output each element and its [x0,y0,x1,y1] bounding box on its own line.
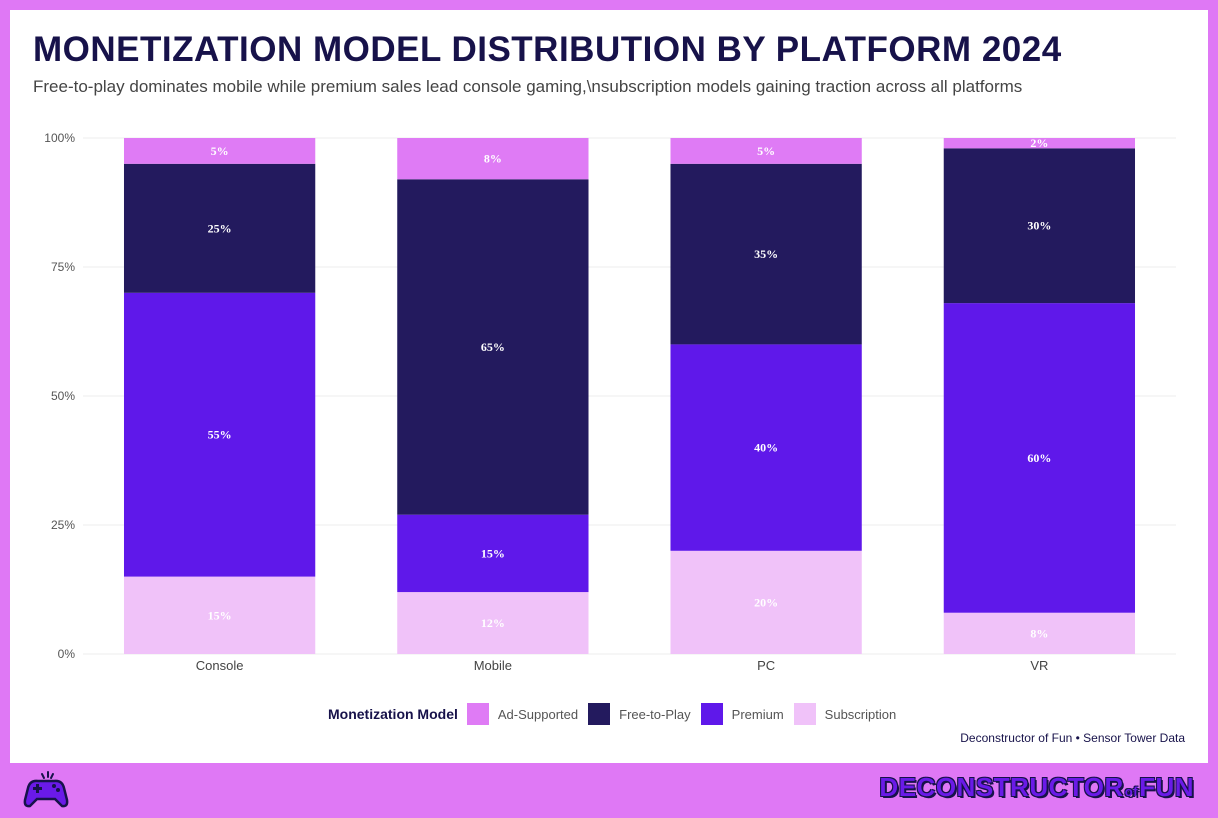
legend-item-premium: Premium [700,703,784,725]
chart-title: MONETIZATION MODEL DISTRIBUTION BY PLATF… [33,30,1062,69]
stacked-bar-chart: 0% 25% 50% 75% 100% 15% 55% 25% 5% Console 12% 15% 6… [44,131,1176,673]
data-label: 5% [211,144,229,158]
data-label: 60% [1027,451,1051,465]
data-label: 5% [757,144,775,158]
legend-label-subscription: Subscription [824,706,897,722]
legend-swatch-ad-supported [466,703,489,725]
data-label: 40% [754,441,778,455]
data-label: 12% [481,616,505,630]
legend-swatch-subscription [793,703,816,725]
legend: Monetization Model Ad-Supported Free-to-… [328,702,906,726]
bar-segment-premium [397,514,589,593]
data-label: 20% [754,595,778,609]
y-tick-label: 100% [44,131,75,145]
x-tick-label: PC [757,658,775,673]
y-tick-label: 75% [51,260,75,274]
x-tick-label: Mobile [474,658,512,673]
legend-item-free-to-play: Free-to-Play [588,703,691,725]
bar-segment-ad-supported [670,138,862,164]
bar-segment-free-to-play [670,163,862,345]
data-label: 30% [1027,219,1051,233]
bar-segment-free-to-play [397,179,589,515]
y-tick-label: 50% [51,389,75,403]
legend-item-subscription: Subscription [793,703,897,725]
y-tick-label: 25% [51,518,75,532]
bar-segment-subscription [670,550,862,654]
data-label: 25% [208,221,232,235]
bar-segment-subscription [943,612,1136,654]
legend-label-premium: Premium [731,706,784,722]
brand-wordmark: DECONSTRUCTOR of FUN [879,772,1194,803]
data-label: 8% [484,152,502,166]
bar-segment-subscription [123,576,316,654]
legend-label-free-to-play: Free-to-Play [619,706,691,722]
bar-segment-subscription [397,592,589,654]
bar-segment-ad-supported [123,138,316,164]
bar-segment-premium [123,292,316,577]
data-label: 15% [208,608,232,622]
legend-label-ad-supported: Ad-Supported [497,706,579,722]
bar-segment-free-to-play [123,163,316,293]
data-label: 65% [481,340,505,354]
bar-segment-ad-supported [397,138,589,180]
chart-subtitle: Free-to-play dominates mobile while prem… [33,77,1023,96]
brand-main: DECONSTRUCTOR [879,772,1124,802]
x-tick-label: VR [1030,658,1048,673]
data-label: 8% [1030,626,1048,640]
gamepad-icon [23,771,69,808]
brand-end: FUN [1139,772,1194,802]
source-caption: Deconstructor of Fun • Sensor Tower Data [960,731,1185,745]
data-label: 2% [1030,136,1048,150]
y-tick-label: 0% [58,647,76,661]
bar-segment-free-to-play [943,148,1136,304]
bar-segment-premium [943,303,1136,613]
legend-swatch-free-to-play [588,703,611,725]
brand-of: of [1124,784,1139,799]
data-label: 55% [208,428,232,442]
legend-swatch-premium [700,703,723,725]
bar-segment-ad-supported [943,138,1136,149]
data-label: 15% [481,546,505,560]
bar-segment-premium [670,344,862,551]
legend-item-ad-supported: Ad-Supported [466,703,579,725]
x-tick-label: Console [196,658,244,673]
data-label: 35% [754,247,778,261]
legend-title: Monetization Model [328,706,458,722]
